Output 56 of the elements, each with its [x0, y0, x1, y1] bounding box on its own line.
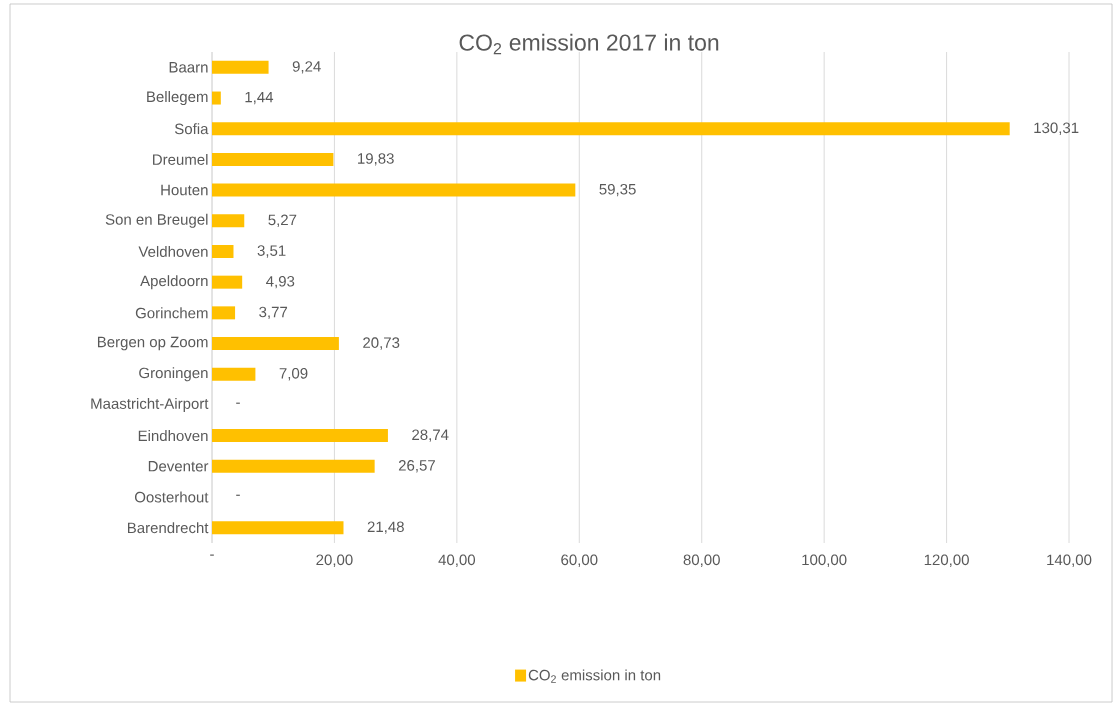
bar [212, 122, 1010, 136]
bar [212, 60, 269, 74]
bar [212, 275, 243, 289]
data-label: 26,57 [398, 460, 435, 473]
x-tick-label: 140,00 [1047, 554, 1092, 567]
y-tick-label: Dreumel [153, 153, 208, 165]
y-tick-label: Sofia [174, 123, 209, 135]
bar [212, 337, 339, 351]
bar [212, 459, 375, 473]
y-tick-label: Baarn [169, 62, 208, 73]
y-tick-label: Groningen [139, 367, 208, 382]
x-tick-label: 20,00 [316, 554, 353, 567]
x-tick-label: 60,00 [561, 554, 598, 567]
y-tick-label: Gorinchem [135, 307, 208, 319]
x-tick-label: - [210, 554, 214, 556]
data-label: 28,74 [412, 429, 449, 442]
y-tick-label: Eindhoven [138, 430, 208, 442]
y-tick-label: Bellegem [147, 91, 208, 106]
bar [212, 152, 334, 166]
x-tick-label: 100,00 [802, 554, 847, 567]
data-label: 5,27 [268, 214, 297, 227]
x-tick-label: 40,00 [438, 554, 476, 567]
data-label: 9,24 [292, 61, 321, 74]
data-label: 130,31 [1034, 122, 1079, 135]
data-label: 7,09 [279, 368, 308, 381]
bar [212, 521, 344, 535]
bar [212, 183, 576, 197]
y-tick-label: Maastricht-Airport [91, 397, 209, 412]
data-label: 59,35 [599, 183, 636, 197]
y-tick-label: Barendrecht [128, 522, 209, 534]
y-tick-label: Son en Breugel [105, 213, 208, 228]
data-label: 21,48 [367, 521, 404, 534]
data-label: 19,83 [358, 153, 394, 166]
data-label: 1,44 [245, 91, 274, 105]
data-label: 20,73 [363, 337, 400, 350]
y-tick-label: Veldhoven [138, 245, 208, 257]
bar [212, 429, 388, 443]
data-label: 4,93 [266, 275, 295, 289]
y-tick-label: Deventer [148, 461, 209, 472]
y-tick-label: Oosterhout [134, 491, 209, 503]
data-label: 3,51 [257, 245, 286, 258]
bar [212, 244, 234, 258]
y-tick-label: Apeldoorn [140, 275, 208, 290]
bar [212, 214, 245, 228]
x-tick-label: 120,00 [924, 554, 969, 567]
bar [212, 306, 236, 320]
x-tick-label: 80,00 [683, 554, 720, 567]
legend-label: CO$_{2}$ emission in ton [528, 669, 661, 683]
y-tick-label: Houten [161, 184, 208, 196]
bar [212, 91, 221, 105]
chart-title: CO$_{2}$ emission 2017 in ton [459, 33, 719, 55]
data-label: 3,77 [259, 306, 288, 320]
data-label: - [236, 402, 240, 404]
y-tick-label: Bergen op Zoom [97, 336, 208, 351]
bar [212, 367, 256, 381]
data-label: - [236, 494, 240, 496]
